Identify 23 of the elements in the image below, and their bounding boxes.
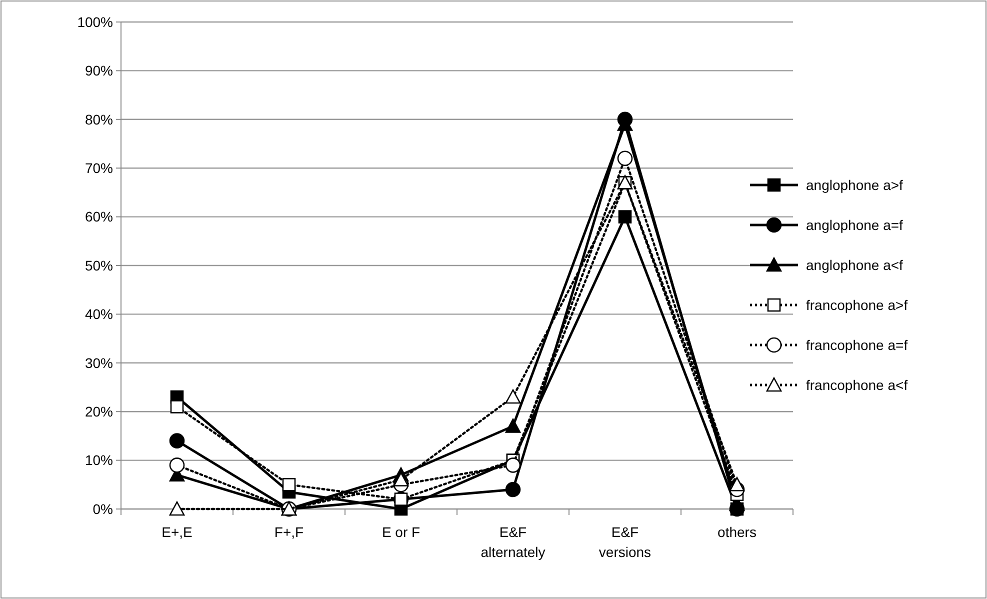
y-tick-label: 40%	[84, 306, 113, 322]
y-tick-label: 30%	[84, 354, 113, 371]
x-tick-label: F+,F	[274, 524, 304, 540]
legend-label: francophone a<f	[806, 376, 908, 393]
y-tick-label: 20%	[84, 404, 113, 420]
y-tick-label: 80%	[84, 111, 113, 128]
y-tick-label: 90%	[84, 62, 113, 79]
y-tick-label: 100%	[77, 14, 113, 30]
y-tick-label: 10%	[84, 452, 113, 468]
x-tick-label: others	[718, 524, 756, 540]
x-tick-label: E or F	[382, 524, 420, 540]
x-tick-label: E&F versions	[598, 524, 652, 560]
x-tick-label: E&F alternately	[480, 524, 546, 560]
y-tick-label: 70%	[84, 160, 113, 176]
y-tick-label: 50%	[84, 257, 113, 274]
legend-label: anglophone a=f	[806, 216, 904, 233]
legend-label: francophone a>f	[806, 296, 908, 313]
y-tick-label: 0%	[92, 500, 113, 517]
x-tick-label: E+,E	[162, 524, 192, 540]
legend-label: francophone a=f	[806, 336, 908, 353]
y-tick-label: 60%	[84, 208, 113, 225]
legend-label: anglophone a>f	[806, 176, 904, 193]
legend-label: anglophone a<f	[806, 256, 904, 273]
